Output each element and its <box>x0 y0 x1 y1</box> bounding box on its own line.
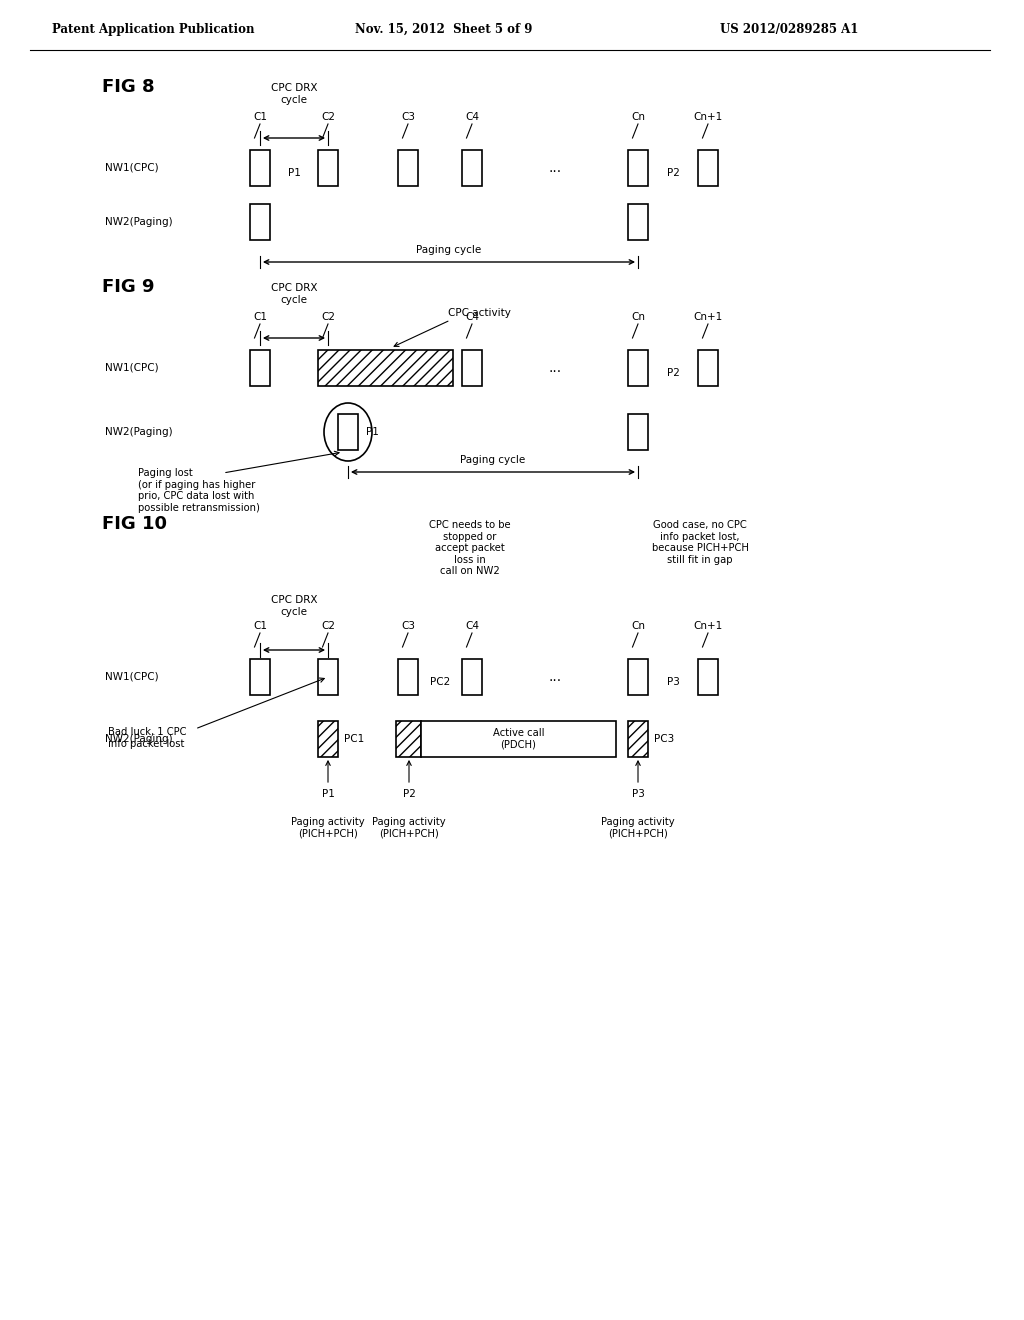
Text: C4: C4 <box>465 312 479 322</box>
Bar <box>398 659 418 696</box>
Text: Cn: Cn <box>631 312 645 322</box>
Bar <box>628 205 648 240</box>
Bar <box>250 659 270 696</box>
Text: P1: P1 <box>366 426 379 437</box>
Text: Good case, no CPC
info packet lost,
because PICH+PCH
still fit in gap: Good case, no CPC info packet lost, beca… <box>651 520 749 565</box>
Text: NW2(Paging): NW2(Paging) <box>105 734 173 744</box>
Bar <box>628 659 648 696</box>
Bar <box>462 659 482 696</box>
Text: C3: C3 <box>401 620 415 631</box>
Text: Cn: Cn <box>631 112 645 121</box>
Text: Cn+1: Cn+1 <box>693 620 723 631</box>
Text: CPC needs to be
stopped or
accept packet
loss in
call on NW2: CPC needs to be stopped or accept packet… <box>429 520 511 577</box>
Text: Paging cycle: Paging cycle <box>417 246 481 255</box>
Text: Paging cycle: Paging cycle <box>461 455 525 465</box>
Bar <box>250 205 270 240</box>
Text: Cn+1: Cn+1 <box>693 312 723 322</box>
Bar <box>318 721 338 756</box>
Bar <box>398 150 418 186</box>
Text: P2: P2 <box>667 368 680 378</box>
Text: Cn: Cn <box>631 620 645 631</box>
Bar <box>338 414 358 450</box>
Text: Active call
(PDCH): Active call (PDCH) <box>493 729 544 750</box>
Text: NW1(CPC): NW1(CPC) <box>105 363 159 374</box>
Text: ...: ... <box>549 360 561 375</box>
Text: C4: C4 <box>465 620 479 631</box>
Text: P2: P2 <box>402 789 416 799</box>
Bar <box>462 350 482 385</box>
Text: NW1(CPC): NW1(CPC) <box>105 672 159 682</box>
Text: P1: P1 <box>322 789 335 799</box>
Text: Paging activity
(PICH+PCH): Paging activity (PICH+PCH) <box>291 817 365 838</box>
Text: PC2: PC2 <box>430 677 451 686</box>
Bar <box>628 721 648 756</box>
Text: P3: P3 <box>632 789 644 799</box>
Text: C2: C2 <box>321 112 335 121</box>
Text: Cn+1: Cn+1 <box>693 112 723 121</box>
Text: C1: C1 <box>253 112 267 121</box>
Text: NW1(CPC): NW1(CPC) <box>105 162 159 173</box>
Bar <box>698 150 718 186</box>
Text: FIG 8: FIG 8 <box>102 78 155 96</box>
Text: US 2012/0289285 A1: US 2012/0289285 A1 <box>720 22 858 36</box>
Bar <box>250 150 270 186</box>
Text: FIG 10: FIG 10 <box>102 515 167 533</box>
Text: CPC DRX
cycle: CPC DRX cycle <box>270 83 317 104</box>
Bar <box>628 150 648 186</box>
Text: CPC DRX
cycle: CPC DRX cycle <box>270 595 317 616</box>
Bar <box>396 721 421 756</box>
Text: FIG 9: FIG 9 <box>102 279 155 296</box>
Text: P2: P2 <box>667 168 680 178</box>
Bar <box>318 150 338 186</box>
Text: C2: C2 <box>321 312 335 322</box>
Text: Patent Application Publication: Patent Application Publication <box>52 22 255 36</box>
Text: Bad luck, 1 CPC
info packet lost: Bad luck, 1 CPC info packet lost <box>108 727 186 748</box>
Bar <box>250 350 270 385</box>
Text: ...: ... <box>549 161 561 176</box>
Bar <box>462 150 482 186</box>
Bar <box>421 721 616 756</box>
Text: C2: C2 <box>321 620 335 631</box>
Text: C4: C4 <box>465 112 479 121</box>
Text: CPC DRX
cycle: CPC DRX cycle <box>270 282 317 305</box>
Text: Paging activity
(PICH+PCH): Paging activity (PICH+PCH) <box>601 817 675 838</box>
Bar <box>698 659 718 696</box>
Bar <box>318 350 453 385</box>
Bar <box>628 350 648 385</box>
Text: PC3: PC3 <box>654 734 674 744</box>
Text: Paging activity
(PICH+PCH): Paging activity (PICH+PCH) <box>372 817 445 838</box>
Text: C1: C1 <box>253 312 267 322</box>
Text: CPC activity: CPC activity <box>447 308 510 318</box>
Bar <box>698 350 718 385</box>
Bar <box>628 414 648 450</box>
Text: Paging lost
(or if paging has higher
prio, CPC data lost with
possible retransmi: Paging lost (or if paging has higher pri… <box>138 469 260 512</box>
Text: NW2(Paging): NW2(Paging) <box>105 216 173 227</box>
Text: C3: C3 <box>401 112 415 121</box>
Bar <box>318 659 338 696</box>
Text: PC1: PC1 <box>344 734 365 744</box>
Text: Nov. 15, 2012  Sheet 5 of 9: Nov. 15, 2012 Sheet 5 of 9 <box>355 22 532 36</box>
Text: P3: P3 <box>667 677 680 686</box>
Text: P1: P1 <box>288 168 300 178</box>
Text: NW2(Paging): NW2(Paging) <box>105 426 173 437</box>
Text: C1: C1 <box>253 620 267 631</box>
Text: ...: ... <box>549 671 561 684</box>
